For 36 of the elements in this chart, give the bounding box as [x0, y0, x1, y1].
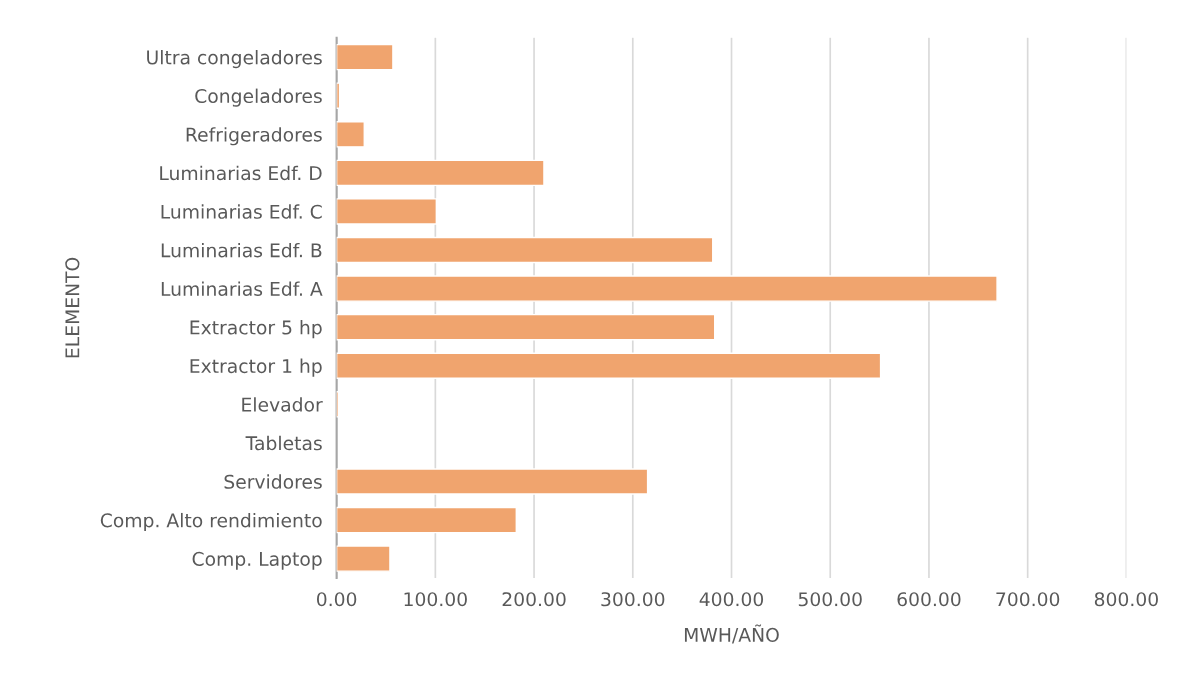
- bar: [336, 198, 438, 225]
- x-tick-label: 700.00: [996, 592, 1060, 607]
- y-tick-label: Extractor 1 hp: [190, 358, 322, 377]
- bar: [336, 159, 545, 187]
- y-tick-label: Comp. Alto rendimiento: [100, 512, 322, 532]
- y-tick-label: Luminarias Edf. D: [160, 165, 322, 181]
- x-tick-label: 400.00: [699, 592, 764, 607]
- y-tick-label: Refrigeradores: [186, 127, 322, 146]
- x-tick-label: 600.00: [897, 592, 961, 607]
- y-tick-label: Servidores: [224, 474, 322, 489]
- x-tick-label: 800.00: [1094, 592, 1158, 607]
- y-tick-label: Elevador: [242, 397, 323, 412]
- bar: [336, 313, 716, 341]
- y-tick-label: Luminarias Edf. C: [161, 204, 322, 219]
- bar: [336, 506, 517, 534]
- y-axis-title: ELEMENTO: [65, 257, 80, 358]
- y-tick-label: Luminarias Edf. B: [161, 242, 322, 258]
- x-tick-label: 500.00: [798, 592, 862, 607]
- x-axis-title: MWH/AÑO: [684, 624, 779, 644]
- y-tick-label: Luminarias Edf. A: [161, 281, 323, 296]
- bar: [336, 275, 998, 302]
- bar: [336, 545, 391, 572]
- bar: [336, 121, 365, 148]
- bar: [336, 468, 649, 495]
- x-tick-label: 200.00: [502, 592, 566, 607]
- bar: [336, 236, 714, 264]
- y-tick-label: Tabletas: [245, 435, 322, 451]
- bar: [336, 352, 882, 379]
- y-tick-label: Ultra congeladores: [147, 50, 322, 69]
- x-tick-label: 0.00: [316, 592, 357, 607]
- y-tick-label: Extractor 5 hp: [190, 320, 322, 339]
- y-tick-label: Congeladores: [195, 88, 322, 107]
- bar: [336, 43, 394, 71]
- x-tick-label: 100.00: [404, 592, 467, 607]
- y-tick-label: Comp. Laptop: [192, 551, 322, 570]
- x-tick-label: 300.00: [601, 592, 665, 607]
